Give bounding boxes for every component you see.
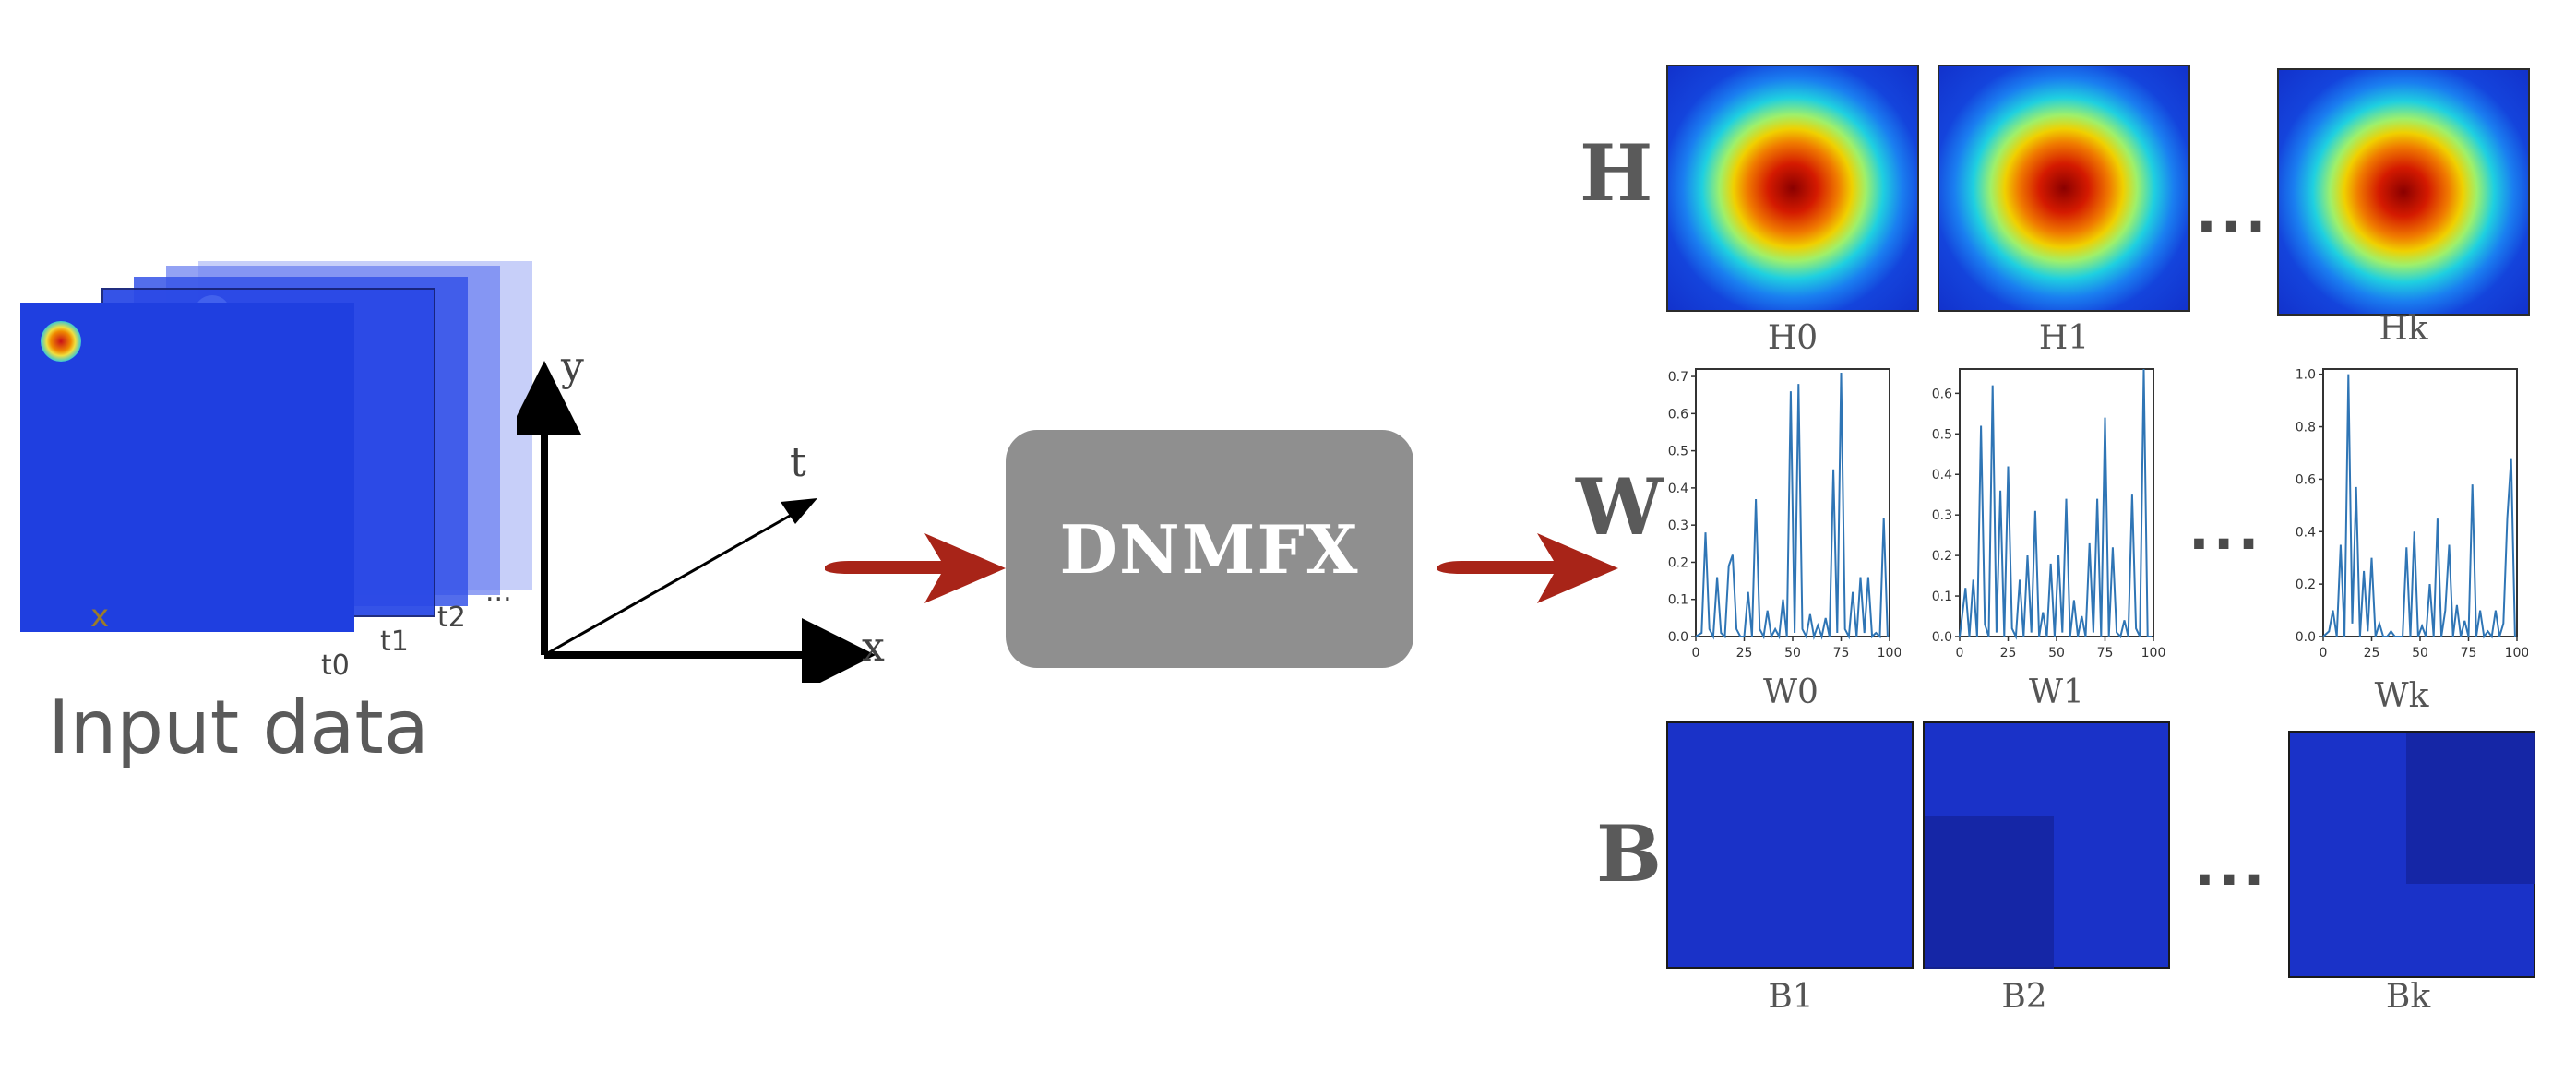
row-label-b: B <box>1596 808 1662 899</box>
h-image <box>1666 65 1919 312</box>
y-tick-label: 0.2 <box>1932 549 1952 564</box>
y-tick-label: 0.7 <box>1668 370 1688 385</box>
x-tick-label: 100 <box>1878 646 1901 661</box>
series-line <box>1695 372 1889 640</box>
t-axis <box>543 506 805 657</box>
w-label: W0 <box>1763 673 1819 711</box>
y-tick-label: 0.0 <box>1668 630 1688 645</box>
xyt-axes <box>517 361 876 683</box>
y-tick-label: 0.3 <box>1668 518 1688 533</box>
y-tick-label: 0.6 <box>1932 387 1952 401</box>
b-image <box>1666 721 1914 969</box>
axis-label-t: t <box>790 439 806 486</box>
model-label: DNMFX <box>1059 509 1360 589</box>
y-tick-label: 0.8 <box>2296 421 2316 435</box>
w-plot: 0.0 0.1 0.2 0.3 0.4 0.5 0.6 0.7 0 25 50 75 100 <box>1668 368 1901 661</box>
input-title: Input data <box>48 685 429 770</box>
x-tick-label: 50 <box>1784 646 1801 661</box>
row-label-w: W <box>1576 461 1664 553</box>
x-tick-label: 0 <box>1692 646 1700 661</box>
x-tick-label: 50 <box>2048 646 2065 661</box>
h-image <box>2277 68 2530 316</box>
y-tick-label: 0.0 <box>1932 630 1952 645</box>
x-marker: x <box>90 598 110 635</box>
y-tick-label: 0.6 <box>1668 407 1688 422</box>
y-tick-label: 0.4 <box>1932 468 1952 482</box>
x-tick-label: 25 <box>2364 646 2380 661</box>
frame-label-t2: t2 <box>437 602 466 634</box>
y-tick-label: 0.4 <box>1668 482 1688 496</box>
y-tick-label: 0.2 <box>1668 555 1688 570</box>
x-tick-label: 75 <box>1833 646 1850 661</box>
w-ellipsis: ... <box>2188 498 2263 563</box>
y-tick-label: 0.1 <box>1668 593 1688 608</box>
y-tick-label: 0.4 <box>2296 525 2316 540</box>
y-tick-label: 0.6 <box>2296 472 2316 487</box>
x-tick-label: 50 <box>2412 646 2428 661</box>
h-label: H0 <box>1767 319 1819 357</box>
x-tick-label: 100 <box>2505 646 2528 661</box>
frame-label-ellipsis: ... <box>485 576 512 608</box>
w-label: Wk <box>2374 677 2429 715</box>
arrow-to-model <box>825 533 1006 603</box>
x-tick-label: 0 <box>1956 646 1964 661</box>
t-axis-arrowhead <box>781 498 817 524</box>
x-tick-label: 100 <box>2141 646 2165 661</box>
x-tick-label: 25 <box>2000 646 2017 661</box>
y-tick-label: 0.0 <box>2296 630 2316 645</box>
y-tick-label: 0.5 <box>1668 445 1688 459</box>
frame-label-t0: t0 <box>321 649 350 682</box>
axis-label-x: x <box>862 624 885 671</box>
axis-label-y: y <box>561 343 584 390</box>
b-ellipsis: ... <box>2194 834 2269 899</box>
b-image <box>2288 731 2535 978</box>
input-frame-front <box>20 303 354 632</box>
arrow-to-outputs <box>1437 533 1618 603</box>
series-line <box>2322 374 2516 639</box>
y-tick-label: 0.2 <box>2296 578 2316 592</box>
b-label: Bk <box>2385 978 2431 1016</box>
series-line <box>1959 368 2152 640</box>
x-tick-label: 0 <box>2320 646 2328 661</box>
h-label: H1 <box>2038 319 2090 357</box>
h-image <box>1938 65 2190 312</box>
w-plot: 0.0 0.1 0.2 0.3 0.4 0.5 0.6 0 25 50 75 100 <box>1932 368 2165 661</box>
h-label: Hk <box>2379 310 2428 348</box>
h-ellipsis: ... <box>2196 181 2271 245</box>
x-tick-label: 25 <box>1736 646 1753 661</box>
w-label: W1 <box>2029 673 2084 711</box>
y-tick-label: 1.0 <box>2296 368 2316 383</box>
w-plot: 0.0 0.2 0.4 0.6 0.8 1.0 0 25 50 75 100 <box>2296 368 2528 661</box>
y-tick-label: 0.1 <box>1932 590 1952 604</box>
x-tick-label: 75 <box>2097 646 2114 661</box>
x-tick-label: 75 <box>2461 646 2477 661</box>
frame-label-t1: t1 <box>380 625 409 658</box>
y-tick-label: 0.5 <box>1932 427 1952 442</box>
b-label: B1 <box>1768 978 1814 1016</box>
y-tick-label: 0.3 <box>1932 508 1952 523</box>
row-label-h: H <box>1580 127 1653 219</box>
b-image <box>1923 721 2170 969</box>
model-box: DNMFX <box>1006 430 1413 668</box>
b-label: B2 <box>2001 978 2047 1016</box>
